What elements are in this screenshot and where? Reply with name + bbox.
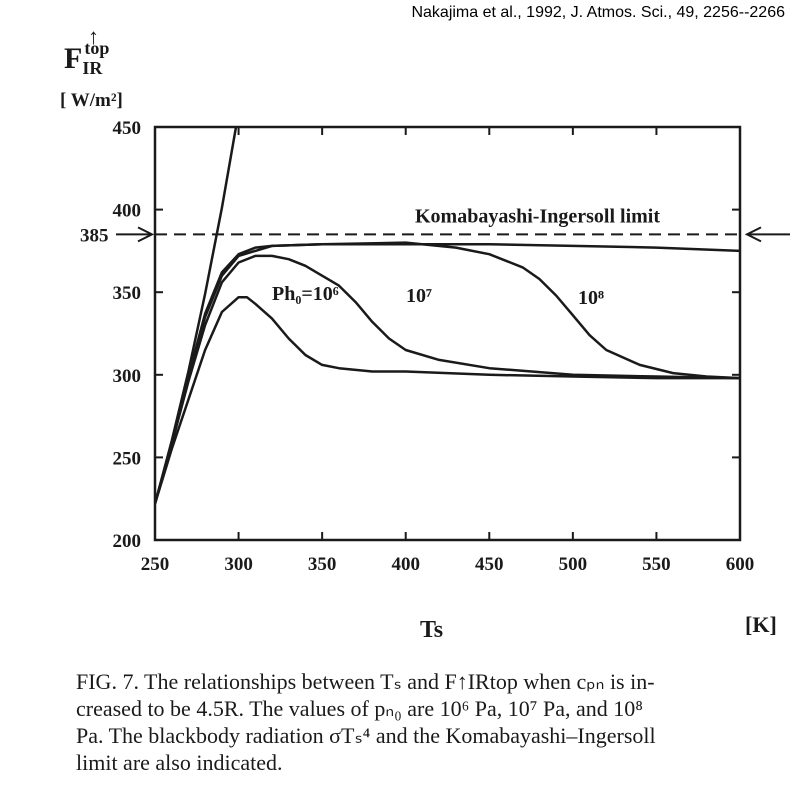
caption-line: FIG. 7. The relationships between Tₛ and… — [76, 669, 655, 694]
limit-label: Komabayashi-Ingersoll limit — [415, 205, 660, 227]
reference-value-label: 385 — [80, 225, 109, 246]
series-line-0 — [155, 127, 238, 505]
x-tick-label: 350 — [308, 554, 337, 575]
caption-line: limit are also indicated. — [76, 750, 283, 775]
figure-caption: FIG. 7. The relationships between Tₛ and… — [76, 668, 792, 776]
y-tick-label: 350 — [113, 283, 142, 304]
citation: Nakajima et al., 1992, J. Atmos. Sci., 4… — [411, 4, 785, 21]
x-tick-label: 600 — [726, 554, 755, 575]
series-line-4 — [155, 243, 740, 505]
x-tick-label: 400 — [391, 554, 420, 575]
x-tick-label: 450 — [475, 554, 504, 575]
y-tick-label: 200 — [113, 531, 142, 552]
series-label: Ph₀=10⁶ — [272, 283, 339, 305]
y-tick-label: 400 — [113, 201, 142, 222]
series-label: 10⁷ — [406, 285, 432, 307]
x-axis-label: Ts — [420, 617, 444, 643]
series-line-2 — [155, 254, 740, 505]
caption-line: creased to be 4.5R. The values of pₙ₀ ar… — [76, 696, 643, 721]
caption-line: Pa. The blackbody radiation σTₛ⁴ and the… — [76, 723, 656, 748]
x-axis-unit: [K] — [745, 612, 777, 637]
series-line-1 — [155, 295, 740, 505]
reference-arrow-right-head — [744, 226, 762, 243]
x-tick-label: 300 — [224, 554, 253, 575]
series-label: 10⁸ — [578, 287, 604, 309]
x-tick-label: 250 — [141, 554, 170, 575]
y-tick-label: 300 — [113, 366, 142, 387]
y-axis-label-main: F — [64, 42, 83, 75]
plot-frame — [153, 125, 742, 542]
y-tick-label: 250 — [113, 448, 142, 469]
y-tick-label: 450 — [113, 118, 142, 139]
x-tick-label: 500 — [559, 554, 588, 575]
series-group — [155, 127, 740, 505]
y-axis-label-sup: top — [84, 38, 110, 58]
y-axis-label-sub: IR — [82, 58, 103, 78]
up-arrow-glyph: ↑ — [88, 24, 99, 49]
reference-arrow-left-head — [137, 226, 155, 243]
y-axis-unit: [ W/m²] — [60, 90, 123, 111]
y-axis-label: ↑ FIRtop — [64, 24, 110, 79]
x-tick-label: 550 — [642, 554, 671, 575]
